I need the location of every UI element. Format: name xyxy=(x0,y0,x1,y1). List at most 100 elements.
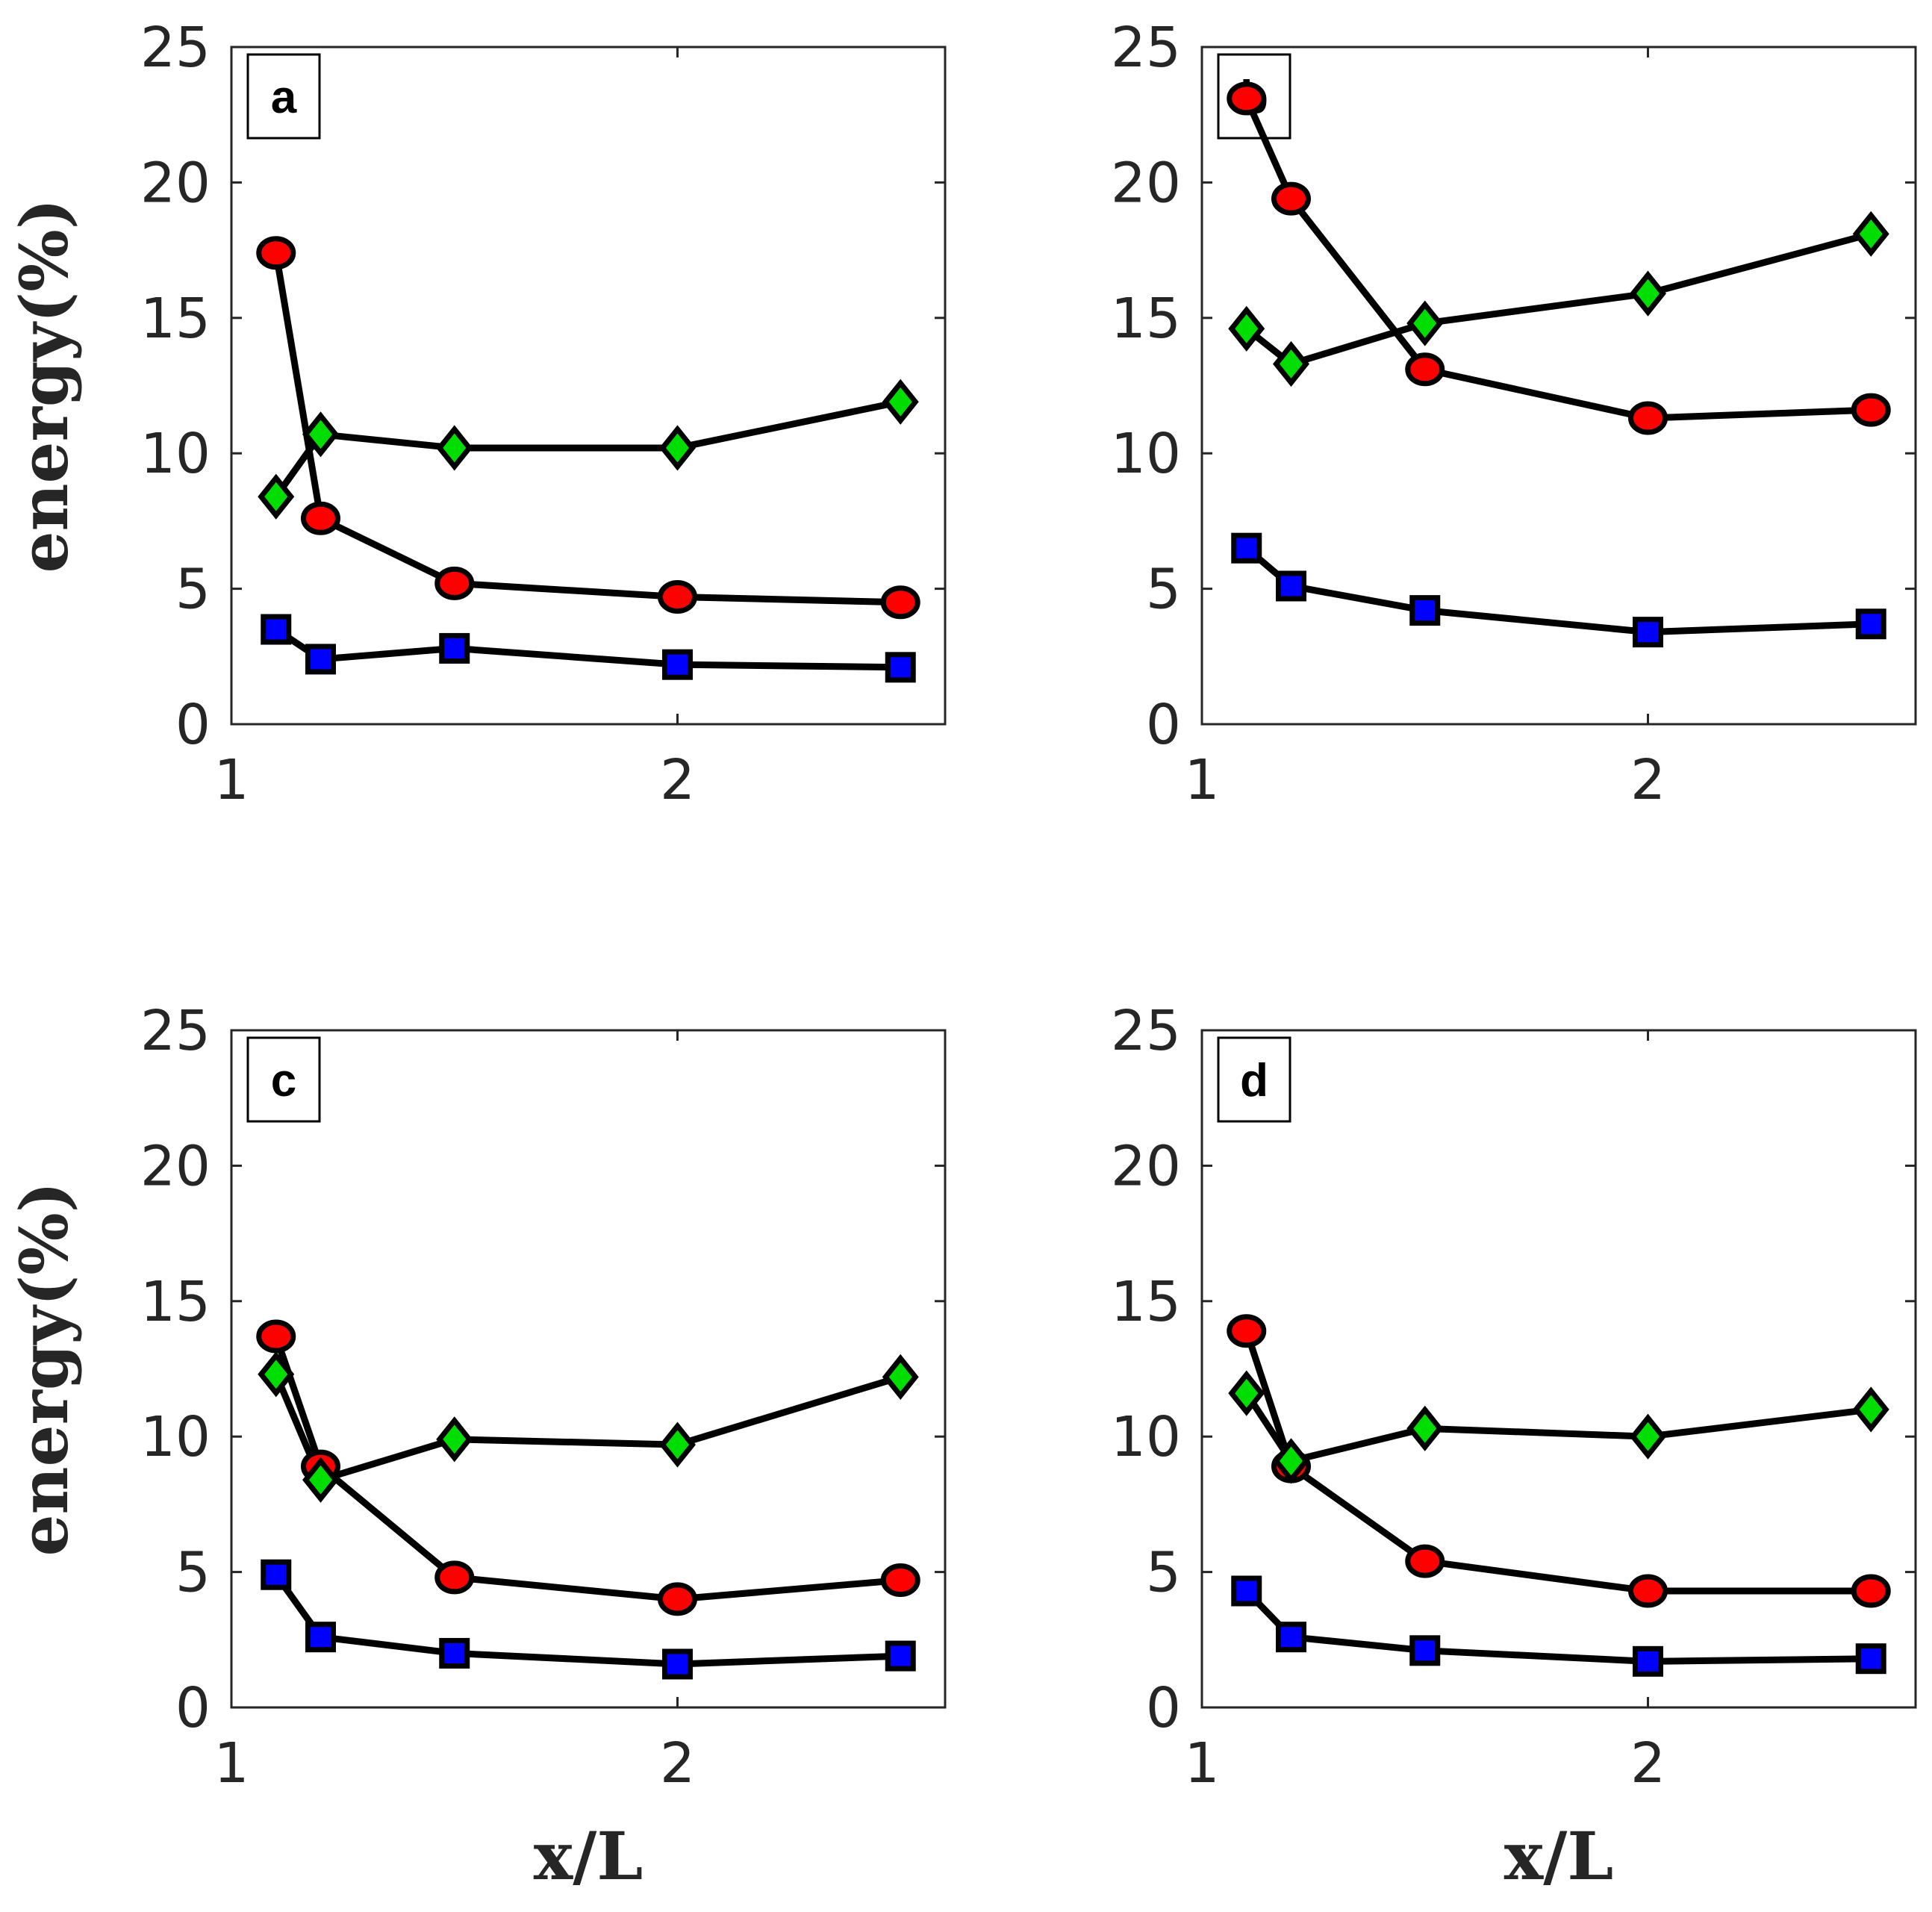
data-point-green-diamond xyxy=(1273,1438,1309,1484)
x-tick-label: 1 xyxy=(214,1731,249,1796)
x-tick-label: 2 xyxy=(1630,1731,1665,1796)
y-tick-label: 15 xyxy=(140,1270,211,1334)
data-point-green-diamond xyxy=(302,411,339,458)
y-axis-title: energy(%) xyxy=(5,1182,83,1557)
data-point-red-circle xyxy=(1227,1314,1267,1348)
y-tick-label: 0 xyxy=(175,1676,211,1740)
plot-frame xyxy=(230,46,947,726)
data-point-blue-square xyxy=(1855,608,1886,640)
y-tick-label: 0 xyxy=(1146,1676,1181,1740)
data-point-green-diamond xyxy=(1630,270,1666,317)
data-point-red-circle xyxy=(1628,401,1668,435)
data-point-green-diamond xyxy=(1406,1405,1444,1451)
y-tick-label: 20 xyxy=(140,1134,211,1198)
data-point-blue-square xyxy=(261,614,292,645)
data-point-red-circle xyxy=(880,1563,920,1597)
x-tick-label: 2 xyxy=(1630,748,1665,812)
data-point-blue-square xyxy=(305,1622,336,1653)
data-point-green-diamond xyxy=(302,1457,339,1503)
data-point-green-diamond xyxy=(1406,300,1444,346)
data-point-green-diamond xyxy=(258,473,295,520)
panel-label-box xyxy=(1217,1036,1291,1123)
y-tick-label: 0 xyxy=(175,693,211,757)
y-tick-label: 15 xyxy=(1111,287,1181,351)
data-point-green-diamond xyxy=(1228,305,1265,352)
y-tick-label: 5 xyxy=(175,1541,211,1605)
y-tick-label: 15 xyxy=(1111,1270,1181,1334)
y-axis-title: energy(%) xyxy=(5,199,83,573)
x-tick-label: 2 xyxy=(660,748,695,812)
data-point-blue-square xyxy=(1231,1575,1262,1607)
x-tick-label: 2 xyxy=(660,1731,695,1796)
plot-frame xyxy=(230,1029,947,1709)
data-point-green-diamond xyxy=(659,1421,696,1468)
y-tick-label: 5 xyxy=(1146,558,1181,622)
panel-label-box xyxy=(246,53,321,140)
panel-label: a xyxy=(271,72,297,123)
panel-label-box xyxy=(246,1036,321,1123)
data-point-blue-square xyxy=(1276,570,1306,602)
y-tick-label: 10 xyxy=(1111,422,1181,486)
y-tick-label: 10 xyxy=(140,422,211,486)
data-point-green-diamond xyxy=(436,425,473,471)
data-point-red-circle xyxy=(434,566,475,600)
data-point-red-circle xyxy=(1405,1544,1445,1578)
panel-label: d xyxy=(1240,1055,1268,1106)
data-point-blue-square xyxy=(305,644,336,675)
data-point-red-circle xyxy=(658,579,697,614)
x-axis-title: x/L xyxy=(534,1817,643,1895)
data-point-green-diamond xyxy=(882,379,919,425)
data-point-blue-square xyxy=(1409,1635,1441,1666)
data-point-red-circle xyxy=(1227,81,1267,116)
data-point-red-circle xyxy=(434,1560,475,1595)
y-tick-label: 20 xyxy=(1111,1134,1181,1198)
y-tick-label: 5 xyxy=(1146,1541,1181,1605)
data-point-green-diamond xyxy=(436,1416,473,1463)
data-point-red-circle xyxy=(1851,393,1891,427)
data-point-green-diamond xyxy=(1228,1370,1265,1416)
data-point-green-diamond xyxy=(1852,1386,1889,1433)
panel-c: 0 5 10 15 20 25 1 2 energy(%) x/L c xyxy=(5,999,947,1895)
y-tick-label: 20 xyxy=(140,151,211,215)
y-tick-label: 10 xyxy=(140,1405,211,1469)
y-tick-label: 25 xyxy=(1111,999,1181,1063)
data-point-blue-square xyxy=(662,649,693,680)
data-point-red-circle xyxy=(880,585,920,620)
data-point-blue-square xyxy=(1633,1645,1663,1677)
data-point-red-circle xyxy=(256,1319,296,1354)
data-point-green-diamond xyxy=(1852,211,1889,257)
panel-a: 0 5 10 15 20 25 1 2 energy(%) a xyxy=(5,16,947,812)
data-point-red-circle xyxy=(1271,181,1311,216)
panel-d: 0 5 10 15 20 25 1 2 x/L d xyxy=(1111,999,1917,1895)
data-point-green-diamond xyxy=(882,1354,919,1400)
data-point-red-circle xyxy=(1628,1574,1668,1608)
data-point-blue-square xyxy=(885,652,916,683)
data-point-red-circle xyxy=(256,236,296,270)
data-point-blue-square xyxy=(1409,595,1441,626)
data-point-blue-square xyxy=(439,1637,470,1669)
plot-frame xyxy=(1200,1029,1917,1709)
data-point-blue-square xyxy=(261,1559,292,1590)
data-point-blue-square xyxy=(1633,617,1663,648)
data-point-green-diamond xyxy=(659,425,696,471)
y-tick-label: 15 xyxy=(140,287,211,351)
y-tick-label: 20 xyxy=(1111,151,1181,215)
y-tick-label: 25 xyxy=(1111,16,1181,80)
data-point-red-circle xyxy=(1405,352,1445,387)
data-point-blue-square xyxy=(662,1648,693,1680)
data-point-red-circle xyxy=(1851,1574,1891,1608)
panel-label: c xyxy=(271,1055,296,1106)
data-point-green-diamond xyxy=(1630,1413,1666,1460)
x-tick-label: 1 xyxy=(214,748,249,812)
y-tick-label: 25 xyxy=(140,16,211,80)
y-tick-label: 25 xyxy=(140,999,211,1063)
data-point-blue-square xyxy=(1276,1622,1306,1653)
x-tick-label: 1 xyxy=(1184,1731,1219,1796)
data-point-red-circle xyxy=(658,1582,697,1616)
data-point-blue-square xyxy=(439,632,470,664)
data-point-blue-square xyxy=(885,1640,916,1672)
plot-frame xyxy=(1200,46,1917,726)
data-point-blue-square xyxy=(1855,1643,1886,1675)
y-tick-label: 5 xyxy=(175,558,211,622)
